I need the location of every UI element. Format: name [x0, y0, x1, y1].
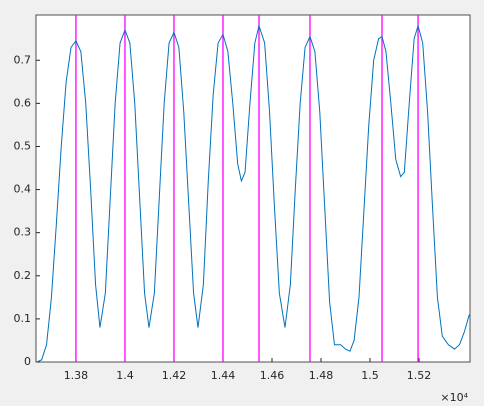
- y-tick-label: 0.4: [14, 183, 32, 196]
- y-tick-label: 0.7: [14, 53, 32, 66]
- x-tick-label: 1.4: [116, 369, 134, 382]
- y-tick-label: 0.5: [14, 139, 32, 152]
- plot-area: [35, 14, 471, 363]
- x-tick-label: 1.38: [64, 369, 89, 382]
- y-tick-label: 0.3: [14, 226, 32, 239]
- y-tick-label: 0.1: [14, 312, 32, 325]
- x-tick-label: 1.44: [211, 369, 236, 382]
- y-tick-label: 0.2: [14, 269, 32, 282]
- x-tick-label: 1.48: [309, 369, 334, 382]
- x-exponent: ×10⁴: [440, 391, 468, 404]
- x-tick-label: 1.42: [162, 369, 187, 382]
- data-line: [36, 23, 470, 363]
- x-tick-label: 1.46: [260, 369, 285, 382]
- y-tick-label: 0: [24, 355, 31, 368]
- y-tick-label: 0.6: [14, 96, 32, 109]
- x-tick-label: 1.5: [361, 369, 379, 382]
- x-tick-label: 1.52: [407, 369, 432, 382]
